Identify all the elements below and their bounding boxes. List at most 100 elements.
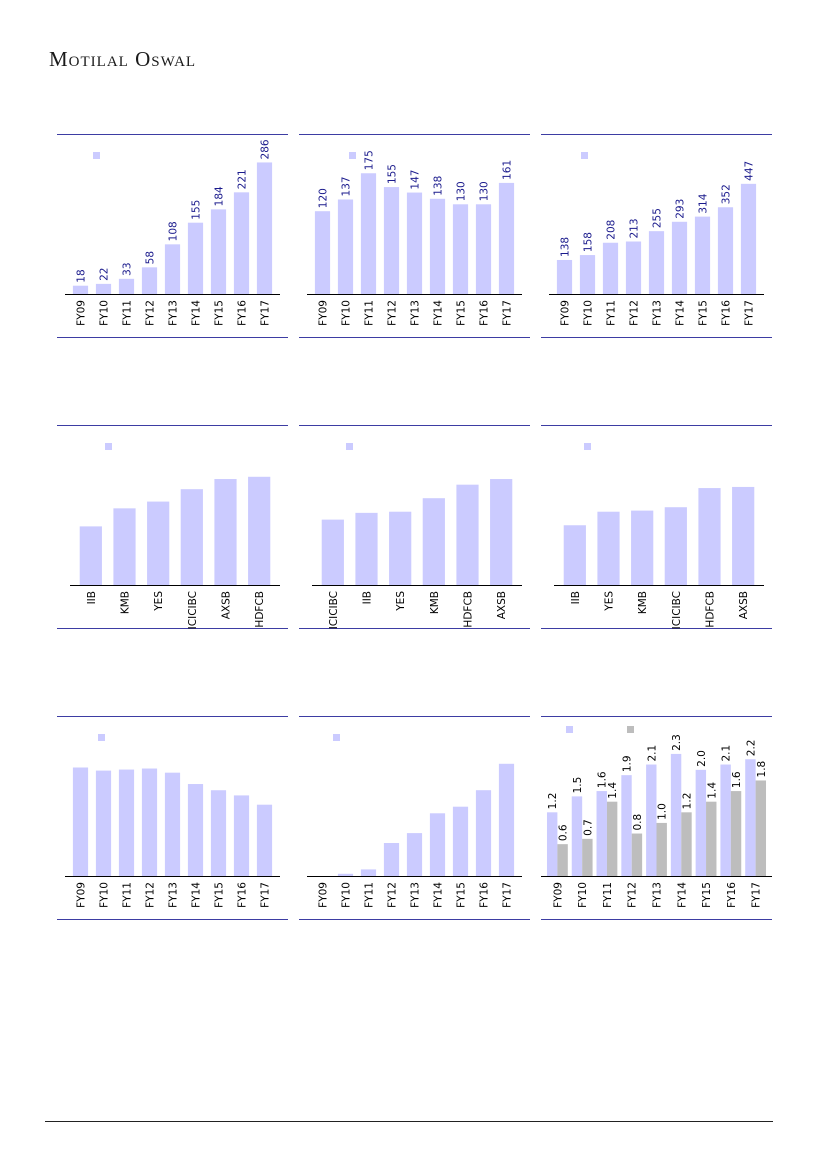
bar — [337, 199, 354, 294]
tick-label: FY13 — [652, 882, 664, 908]
bar — [582, 838, 593, 876]
tick-label: FY16 — [237, 300, 249, 326]
data-label: 18 — [76, 269, 88, 282]
tick-label: FY11 — [602, 882, 614, 908]
bar — [141, 768, 158, 876]
tick-label: FY15 — [214, 882, 226, 908]
bar — [360, 869, 377, 876]
tick-label: FY12 — [145, 882, 157, 908]
bar — [256, 162, 273, 294]
bar — [95, 283, 112, 294]
tick-label: FY15 — [456, 300, 468, 326]
tick-label: FY16 — [721, 300, 733, 326]
tick-label: FY10 — [99, 300, 111, 326]
data-label: 155 — [387, 164, 399, 184]
data-label: 0.8 — [632, 814, 644, 831]
bar — [355, 512, 378, 585]
bar — [187, 784, 204, 876]
bar — [456, 484, 479, 585]
tick-label: FY11 — [364, 300, 376, 326]
bar — [656, 822, 667, 876]
bar — [422, 498, 445, 585]
tick-label: FY13 — [652, 300, 664, 326]
bar — [72, 767, 89, 876]
tick-label: FY17 — [751, 882, 763, 908]
tick-label: FY12 — [629, 300, 641, 326]
bar — [360, 173, 377, 294]
data-label: 138 — [560, 237, 572, 257]
bar — [694, 216, 711, 294]
bar — [72, 285, 89, 294]
tick-label: FY15 — [214, 300, 226, 326]
data-label: 0.6 — [558, 824, 570, 841]
data-label: 2.1 — [721, 745, 733, 762]
bar — [631, 510, 654, 585]
tick-label: FY09 — [560, 300, 572, 326]
tick-label: AXSB — [221, 591, 233, 619]
tick-label: FY10 — [341, 882, 353, 908]
tick-label: FY16 — [479, 300, 491, 326]
chart-4: IIB KMB YES ICICIBC AXSB HDFCB — [57, 425, 288, 630]
data-label: 2.3 — [671, 734, 683, 751]
tick-label: YES — [604, 591, 616, 612]
tick-label: FY14 — [676, 882, 688, 908]
data-label: 2.1 — [646, 745, 658, 762]
bar — [314, 211, 331, 294]
legend-marker — [566, 726, 573, 733]
bar — [452, 806, 469, 876]
bar — [740, 183, 757, 294]
data-label: 22 — [99, 268, 111, 281]
tick-label: YES — [153, 591, 165, 612]
company-logo: Motilal Oswal — [49, 47, 197, 71]
tick-label: FY15 — [698, 300, 710, 326]
data-label: 1.2 — [547, 793, 559, 810]
tick-label: IIB — [86, 591, 98, 604]
bar — [210, 209, 227, 294]
legend-marker — [346, 443, 353, 450]
data-label: 184 — [214, 186, 226, 206]
legend-marker — [98, 734, 105, 741]
tick-label: FY10 — [99, 882, 111, 908]
chart-2-svg: 120 FY09 137 FY10 175 FY11 155 FY12 147 FY13 138 FY… — [299, 134, 530, 338]
data-label: 120 — [318, 188, 330, 208]
tick-label: IIB — [570, 591, 582, 604]
tick-label: FY10 — [583, 300, 595, 326]
bar — [256, 804, 273, 876]
legend-marker — [627, 726, 634, 733]
legend-marker — [584, 443, 591, 450]
bar — [475, 204, 492, 294]
legend-marker — [349, 152, 356, 159]
data-label: 1.6 — [731, 771, 743, 788]
bar — [631, 833, 643, 876]
tick-label: FY13 — [168, 300, 180, 326]
data-label: 221 — [237, 169, 249, 189]
data-label: 33 — [122, 262, 134, 275]
tick-label: FY11 — [122, 300, 134, 326]
tick-label: FY09 — [76, 882, 88, 908]
footer-rule — [45, 1121, 773, 1122]
bar — [233, 192, 250, 294]
bar — [695, 769, 707, 876]
tick-label: FY16 — [479, 882, 491, 908]
chart-6: IIB YES KMB ICICIBC HDFCB AXSB — [541, 425, 772, 630]
tick-label: FY12 — [387, 882, 399, 908]
data-label: 293 — [675, 199, 687, 219]
data-label: 314 — [698, 193, 710, 213]
data-label: 158 — [583, 232, 595, 252]
data-label: 1.4 — [607, 782, 619, 799]
tick-label: AXSB — [496, 591, 508, 619]
tick-label: FY14 — [433, 882, 445, 908]
data-label: 175 — [364, 150, 376, 170]
data-label: 161 — [502, 160, 514, 180]
tick-label: FY09 — [318, 882, 330, 908]
tick-label: FY10 — [577, 882, 589, 908]
bar — [490, 479, 513, 585]
bar — [671, 221, 688, 294]
bar — [337, 873, 354, 876]
tick-label: KMB — [637, 591, 649, 614]
chart-5-svg: ICICIBC IIB YES KMB HDFCB AXSB — [299, 425, 530, 629]
legend-marker — [105, 443, 112, 450]
bar — [648, 231, 665, 294]
data-label: 1.9 — [622, 755, 634, 772]
chart-8-svg: FY09 FY10 FY11 FY12 FY13 FY14 FY15 FY16 FY17 — [299, 716, 530, 920]
